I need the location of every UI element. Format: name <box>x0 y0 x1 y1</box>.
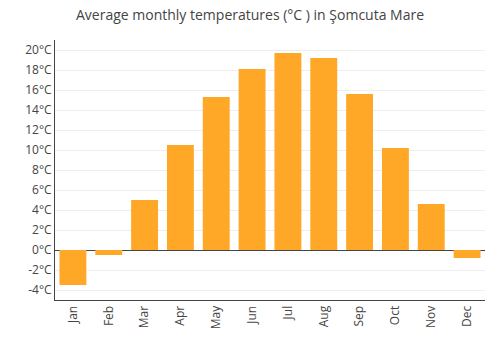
svg-text:Dec: Dec <box>458 306 475 327</box>
svg-text:Sep: Sep <box>350 306 367 327</box>
svg-text:0°C: 0°C <box>32 241 52 258</box>
svg-text:16°C: 16°C <box>25 81 52 98</box>
svg-text:May: May <box>207 305 224 329</box>
svg-text:Jul: Jul <box>279 306 296 321</box>
svg-text:-2°C: -2°C <box>28 261 52 278</box>
svg-text:18°C: 18°C <box>25 61 52 78</box>
svg-text:14°C: 14°C <box>25 101 52 118</box>
svg-text:10°C: 10°C <box>25 141 52 158</box>
svg-text:8°C: 8°C <box>32 161 52 178</box>
svg-text:Nov: Nov <box>422 306 439 328</box>
svg-text:Apr: Apr <box>171 306 188 326</box>
svg-text:Aug: Aug <box>315 305 332 327</box>
svg-text:6°C: 6°C <box>32 181 52 198</box>
svg-text:2°C: 2°C <box>32 221 52 238</box>
svg-text:Oct: Oct <box>386 306 403 325</box>
svg-text:20°C: 20°C <box>25 41 52 58</box>
svg-text:-4°C: -4°C <box>28 281 52 298</box>
svg-text:Jan: Jan <box>64 306 81 324</box>
svg-text:Average monthly temperatures (: Average monthly temperatures (°C ) in Şo… <box>76 5 424 24</box>
svg-text:Feb: Feb <box>100 306 117 326</box>
svg-text:Jun: Jun <box>243 306 260 325</box>
svg-text:4°C: 4°C <box>32 201 52 218</box>
svg-text:Mar: Mar <box>135 306 152 328</box>
svg-text:12°C: 12°C <box>25 121 52 138</box>
